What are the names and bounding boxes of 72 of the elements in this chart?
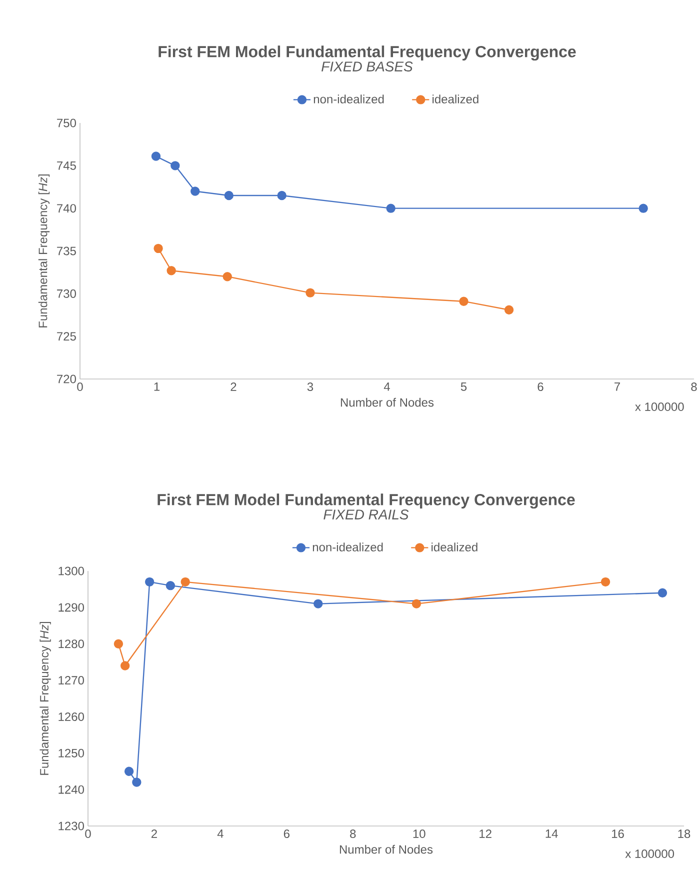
- point: [306, 288, 315, 298]
- chart-title: First FEM Model Fundamental Frequency Convergence: [158, 494, 575, 509]
- x-tick-label: 1: [154, 382, 160, 391]
- x-tick-label: 5: [460, 382, 467, 391]
- y-tick-label: 720: [57, 374, 76, 384]
- x-tick-label: 14: [546, 830, 558, 838]
- text: x 100000: [635, 402, 684, 412]
- point: [166, 580, 176, 590]
- point: [114, 639, 124, 648]
- y-tick-label: 750: [57, 118, 76, 128]
- y-tick-label: 1300: [58, 566, 84, 576]
- x-tick-label: 8: [350, 830, 356, 838]
- y-tick-label: 1270: [58, 676, 84, 685]
- point: [459, 296, 468, 306]
- x-tick-label: 2: [151, 830, 157, 838]
- x-tick-label: 12: [480, 830, 492, 838]
- x-tick-label: 6: [284, 830, 290, 838]
- point: [386, 204, 396, 213]
- x-axis-title: Number of Nodes: [340, 398, 434, 407]
- point: [600, 577, 610, 587]
- chart-title: First FEM Model Fundamental Frequency Convergence: [158, 46, 576, 61]
- y-tick-label: 1240: [58, 785, 84, 794]
- x-axis-title: Number of Nodes: [340, 844, 433, 854]
- x-tick-label: 7: [614, 382, 620, 391]
- point: [124, 766, 134, 776]
- point: [658, 588, 668, 598]
- point: [170, 161, 180, 170]
- x-tick-label: 18: [678, 830, 690, 838]
- point: [504, 305, 514, 314]
- chart-subtitle: FIXED RAILS: [324, 510, 409, 520]
- y-tick-label: 1260: [58, 712, 84, 721]
- y-axis-title: Fundamental Frequency [Hz]: [40, 622, 51, 775]
- point: [224, 190, 234, 200]
- x-tick-label: 0: [77, 382, 83, 392]
- y-tick-label: 1230: [58, 822, 84, 830]
- point: [132, 778, 142, 787]
- point: [151, 152, 161, 161]
- y-tick-label: 725: [57, 332, 76, 341]
- x-tick-label: 3: [307, 382, 314, 392]
- y-tick-label: 1290: [58, 603, 84, 612]
- x-tick-label: 0: [85, 830, 91, 838]
- x-tick-label: 6: [538, 382, 544, 392]
- point: [120, 661, 130, 670]
- x-tick-label: 4: [217, 830, 224, 838]
- chart-subtitle: FIXED BASES: [322, 62, 413, 72]
- x-tick-label: 8: [691, 382, 697, 392]
- point: [144, 577, 154, 587]
- y-tick-label: 735: [57, 246, 76, 256]
- point: [190, 186, 200, 196]
- point: [412, 599, 422, 608]
- legend-label: non-idealized: [314, 94, 384, 104]
- x-tick-label: 2: [230, 382, 236, 391]
- point: [180, 577, 190, 587]
- point: [277, 190, 286, 200]
- y-axis-title: Fundamental Frequency [Hz]: [38, 174, 50, 328]
- y-tick-label: 1250: [58, 748, 84, 758]
- legend-label: idealized: [432, 94, 478, 104]
- x-tick-label: 4: [384, 382, 390, 391]
- y-tick-label: 740: [57, 204, 76, 213]
- x-tick-label: 10: [413, 830, 426, 838]
- point: [222, 272, 232, 282]
- point: [314, 599, 323, 608]
- y-tick-label: 730: [57, 289, 76, 298]
- point: [154, 244, 163, 254]
- point: [638, 204, 648, 213]
- x-tick-label: 16: [612, 830, 624, 838]
- legend-label: idealized: [432, 542, 478, 552]
- text: x 100000: [625, 850, 674, 858]
- legend-label: non-idealized: [312, 542, 383, 552]
- y-tick-label: 1280: [58, 640, 84, 648]
- point: [166, 266, 176, 276]
- y-tick-label: 745: [57, 161, 76, 170]
